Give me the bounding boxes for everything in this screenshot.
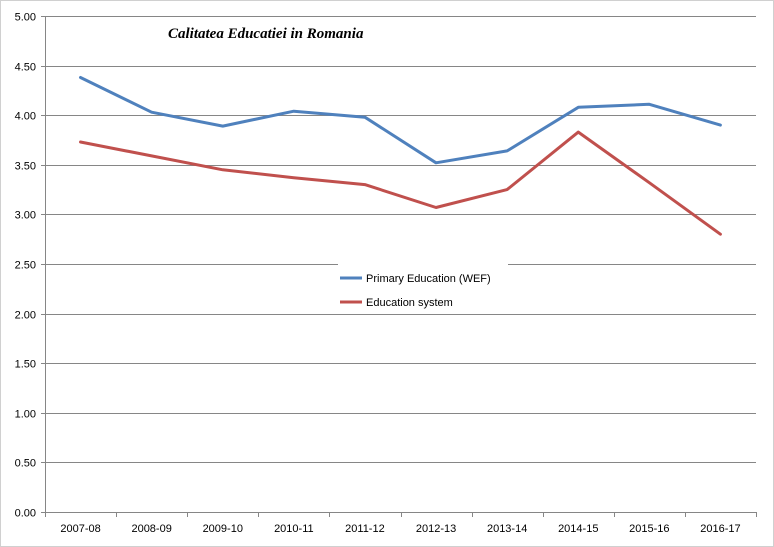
y-tick-label: 3.50 <box>15 161 36 173</box>
y-tick-label: 4.00 <box>15 111 36 123</box>
y-tick-label: 0.50 <box>15 458 36 470</box>
x-tick-label: 2012-13 <box>416 523 456 535</box>
x-tick-label: 2009-10 <box>203 523 243 535</box>
x-tick-label: 2015-16 <box>629 523 669 535</box>
legend-background <box>338 262 508 314</box>
y-tick-label: 5.00 <box>15 12 36 24</box>
y-tick-label: 1.50 <box>15 359 36 371</box>
y-tick-label: 2.50 <box>15 260 36 272</box>
legend: Primary Education (WEF) Education system <box>338 262 508 314</box>
legend-label: Primary Education (WEF) <box>366 273 491 285</box>
chart-title: Calitatea Educatiei in Romania <box>168 26 364 42</box>
x-tick-label: 2008-09 <box>131 523 171 535</box>
x-tick-label: 2007-08 <box>60 523 100 535</box>
axes: 0.00 0.50 1.00 1.50 2.00 2.50 3.00 3.50 4.00 4.50… <box>15 12 757 535</box>
series-line-1 <box>79 76 722 165</box>
y-tick-label: 3.00 <box>15 210 36 222</box>
series-lines <box>79 76 722 236</box>
series-line-2 <box>79 130 722 236</box>
y-tick-label: 0.00 <box>15 508 36 520</box>
y-tick-label: 2.00 <box>15 310 36 322</box>
x-tick-label: 2011-12 <box>345 523 385 535</box>
x-tick-label: 2016-17 <box>700 523 740 535</box>
x-tick-label: 2013-14 <box>487 523 527 535</box>
x-tick-label: 2014-15 <box>558 523 598 535</box>
gridlines <box>45 16 756 463</box>
y-tick-label: 4.50 <box>15 62 36 74</box>
legend-label: Education system <box>366 297 453 309</box>
x-tick-label: 2010-11 <box>274 523 314 535</box>
y-tick-label: 1.00 <box>15 409 36 421</box>
